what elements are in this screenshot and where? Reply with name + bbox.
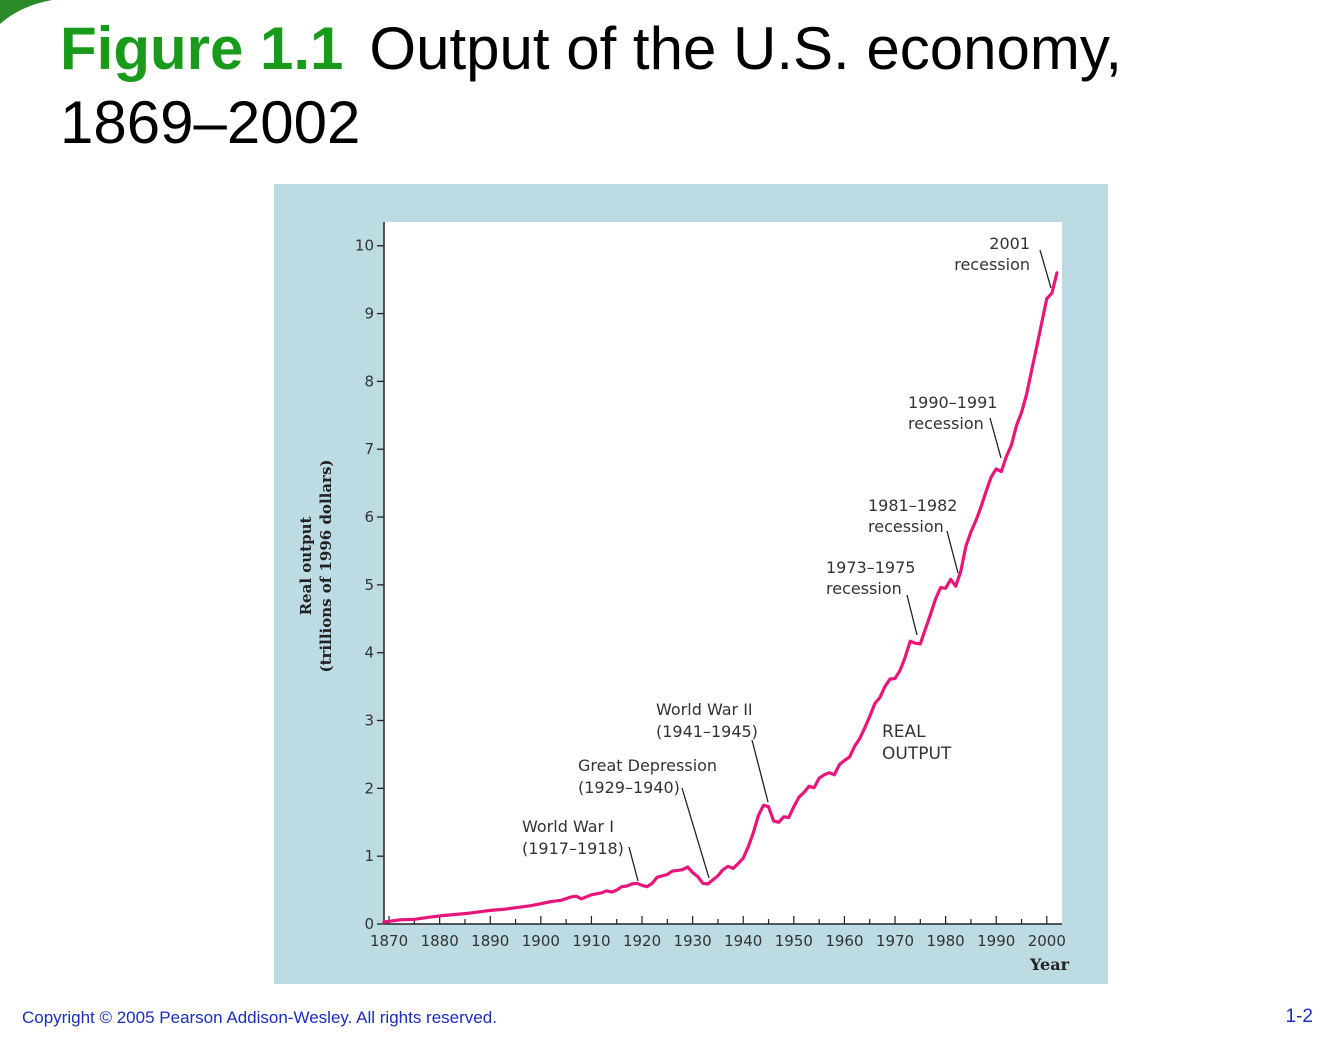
annotation-1981-recession-line2: recession (868, 517, 944, 536)
y-tick-label: 8 (364, 372, 374, 390)
y-tick-label: 5 (364, 576, 374, 594)
y-tick-label: 3 (364, 712, 374, 730)
series-label-line2: OUTPUT (882, 744, 952, 764)
x-tick-label: 1880 (421, 932, 459, 950)
corner-decoration (0, 0, 52, 24)
x-tick-label: 1950 (775, 932, 813, 950)
x-tick-label: 1960 (825, 932, 863, 950)
annotation-1990-recession-line2: recession (908, 414, 984, 433)
annotation-great-depression: Great Depression (1929–1940) (578, 756, 717, 879)
annotation-wwii: World War II (1941–1945) (656, 700, 769, 803)
annotation-wwii-pointer (751, 739, 769, 803)
copyright-notice: Copyright © 2005 Pearson Addison-Wesley.… (22, 1008, 497, 1027)
annotation-wwii-line1: World War II (656, 700, 753, 719)
annotation-1973-recession-line1: 1973–1975 (826, 558, 915, 577)
x-tick-label: 1900 (522, 932, 560, 950)
annotation-2001-recession: 2001 recession (954, 234, 1052, 289)
x-tick-label: 1910 (572, 932, 610, 950)
y-tick-label: 4 (364, 644, 374, 662)
x-tick-label: 1930 (674, 932, 712, 950)
y-axis: 0 1 2 3 4 5 6 7 8 9 10 (355, 222, 385, 933)
figure-title: Output of the U.S. economy, 1869–2002 (60, 15, 1123, 156)
annotation-1973-recession-line2: recession (826, 579, 902, 598)
y-tick-label: 9 (364, 305, 374, 323)
annotation-great-depression-line1: Great Depression (578, 756, 717, 775)
series-label-line1: REAL (882, 722, 926, 742)
x-tick-label: 1870 (370, 932, 408, 950)
x-tick-label: 1890 (471, 932, 509, 950)
x-tick-label: 1980 (927, 932, 965, 950)
plot-area (384, 222, 1062, 924)
annotation-wwi-pointer (628, 846, 639, 882)
y-tick-label: 0 (364, 915, 374, 933)
annotation-1981-recession-pointer (946, 530, 959, 574)
annotation-2001-recession-line2: recession (954, 255, 1030, 274)
figure-number: Figure 1.1 (60, 15, 344, 82)
output-chart: 0 1 2 3 4 5 6 7 8 9 10 1870 1880 1890 1900 1910 1920 193… (274, 184, 1108, 984)
annotation-wwii-line2: (1941–1945) (656, 722, 758, 741)
annotation-1990-recession-pointer (989, 417, 1002, 459)
x-tick-label: 1940 (724, 932, 762, 950)
y-tick-label: 10 (355, 237, 374, 255)
annotation-1981-recession-line1: 1981–1982 (868, 496, 957, 515)
annotation-1990-recession-line1: 1990–1991 (908, 393, 997, 412)
chart-panel: 0 1 2 3 4 5 6 7 8 9 10 1870 1880 1890 1900 1910 1920 193… (274, 184, 1108, 984)
x-tick-label: 1920 (623, 932, 661, 950)
x-axis: 1870 1880 1890 1900 1910 1920 1930 1940 1950 1960… (370, 916, 1066, 950)
annotation-1981-recession: 1981–1982 recession (868, 496, 959, 574)
annotation-wwi-line1: World War I (522, 817, 614, 836)
slide-title: Figure 1.1 Output of the U.S. economy, 18… (60, 12, 1300, 160)
annotation-1973-recession: 1973–1975 recession (826, 558, 918, 636)
annotation-2001-recession-pointer (1039, 249, 1052, 289)
annotation-wwi-line2: (1917–1918) (522, 839, 624, 858)
x-tick-label: 2000 (1028, 932, 1066, 950)
annotation-1973-recession-pointer (906, 594, 918, 636)
y-axis-label-line1: Real output (297, 517, 315, 616)
y-tick-label: 2 (364, 779, 374, 797)
y-tick-label: 1 (364, 847, 374, 865)
annotation-great-depression-pointer (681, 787, 710, 879)
x-tick-label: 1970 (876, 932, 914, 950)
x-tick-label: 1990 (977, 932, 1015, 950)
annotation-great-depression-line2: (1929–1940) (578, 778, 680, 797)
x-axis-label: Year (1029, 955, 1070, 974)
slide-number: 1-2 (1285, 1006, 1313, 1027)
annotation-2001-recession-line1: 2001 (989, 234, 1030, 253)
annotation-1990-recession: 1990–1991 recession (908, 393, 1002, 459)
real-output-line (382, 271, 1059, 924)
y-axis-label-line2: (trillions of 1996 dollars) (317, 459, 335, 672)
y-tick-label: 7 (364, 440, 374, 458)
y-tick-label: 6 (364, 508, 374, 526)
annotation-wwi: World War I (1917–1918) (522, 817, 639, 882)
